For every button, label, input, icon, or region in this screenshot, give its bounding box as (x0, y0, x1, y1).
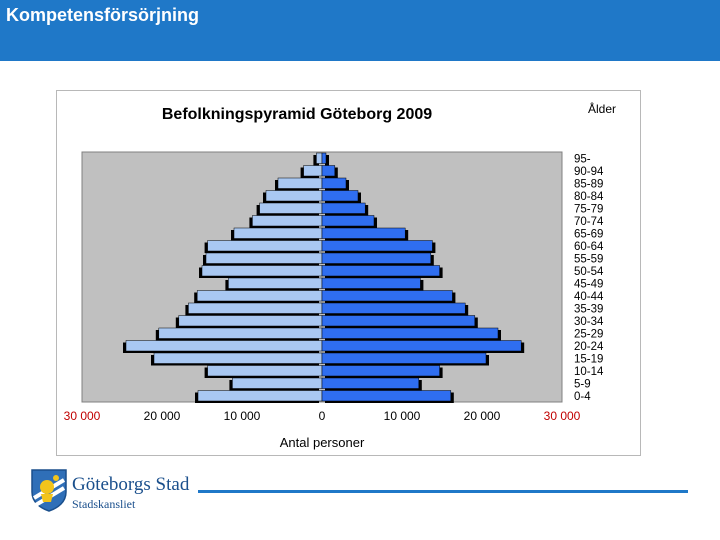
age-group-label: 80-84 (574, 191, 604, 203)
age-group-label: 60-64 (574, 241, 604, 253)
bar-right (321, 352, 487, 364)
logo-name: Göteborgs Stad (72, 474, 190, 495)
x-tick-label: 10 000 (384, 409, 421, 423)
bar-right (321, 265, 440, 277)
bar-left (233, 227, 323, 239)
age-group-label: 55-59 (574, 253, 603, 265)
age-group-label: 15-19 (574, 353, 603, 365)
age-group-label: 25-29 (574, 328, 603, 340)
bar-left (196, 290, 323, 302)
header-bar: Kompetensförsörjning (0, 0, 720, 61)
y-axis-label: Ålder (588, 101, 616, 116)
x-tick-label: 10 000 (224, 409, 261, 423)
age-group-label: 85-89 (574, 178, 603, 190)
bar-left (207, 365, 323, 377)
bar-left (316, 152, 323, 164)
age-group-label: 95- (574, 153, 591, 165)
x-axis-label: Antal personer (280, 435, 365, 450)
bar-left (188, 302, 323, 314)
bar-right (321, 177, 347, 189)
x-tick-label: 30 000 (544, 409, 581, 423)
age-group-label: 45-49 (574, 278, 603, 290)
bar-left (252, 215, 323, 227)
bar-left (178, 315, 323, 327)
gothenburg-logo: Göteborgs Stad Stadskansliet (30, 466, 190, 516)
age-group-label: 0-4 (574, 391, 591, 403)
bar-right (321, 365, 440, 377)
age-group-label: 75-79 (574, 203, 603, 215)
age-group-label: 65-69 (574, 228, 603, 240)
footer-divider (198, 490, 688, 493)
bar-right (321, 377, 420, 389)
bar-left (153, 352, 323, 364)
age-group-label: 5-9 (574, 378, 591, 390)
bar-left (207, 240, 323, 252)
bar-shadow-right (325, 155, 329, 166)
bar-right (321, 290, 453, 302)
bar-left (201, 265, 323, 277)
age-group-label: 70-74 (574, 216, 604, 228)
age-group-label: 30-34 (574, 316, 604, 328)
bar-left (277, 177, 323, 189)
bar-left (197, 390, 323, 402)
x-tick-label: 20 000 (144, 409, 181, 423)
bar-right (321, 227, 406, 239)
page-title: Kompetensförsörjning (6, 5, 200, 25)
chart-title: Befolkningspyramid Göteborg 2009 (162, 106, 432, 123)
bar-left (259, 202, 323, 214)
bar-right (321, 390, 452, 402)
bar-left (228, 277, 323, 289)
bar-right (321, 202, 366, 214)
bar-left (303, 165, 323, 177)
bar-right (321, 302, 466, 314)
bar-left (125, 340, 323, 352)
bar-right (321, 240, 433, 252)
bar-right (321, 315, 476, 327)
bar-left (205, 252, 323, 264)
population-pyramid-chart: Befolkningspyramid Göteborg 2009 Ålder 9… (64, 101, 616, 450)
age-group-label: 40-44 (574, 291, 604, 303)
coat-of-arms-icon (31, 469, 67, 512)
bar-right (321, 152, 327, 164)
bar-left (158, 327, 323, 339)
age-group-label: 20-24 (574, 341, 604, 353)
chart-frame: Befolkningspyramid Göteborg 2009 Ålder 9… (56, 90, 641, 456)
x-tick-label: 0 (319, 409, 326, 423)
bar-left (232, 377, 323, 389)
bar-right (321, 277, 421, 289)
bar-right (321, 215, 375, 227)
age-group-label: 10-14 (574, 366, 604, 378)
bar-right (321, 327, 499, 339)
bar-right (321, 340, 522, 352)
bar-left (265, 190, 323, 202)
age-group-label: 50-54 (574, 266, 604, 278)
logo-subtitle: Stadskansliet (72, 497, 136, 511)
age-group-label: 90-94 (574, 166, 604, 178)
bar-right (321, 252, 432, 264)
bar-right (321, 165, 336, 177)
x-tick-label: 30 000 (64, 409, 101, 423)
age-group-label: 35-39 (574, 303, 603, 315)
bar-right (321, 190, 359, 202)
x-tick-label: 20 000 (464, 409, 501, 423)
